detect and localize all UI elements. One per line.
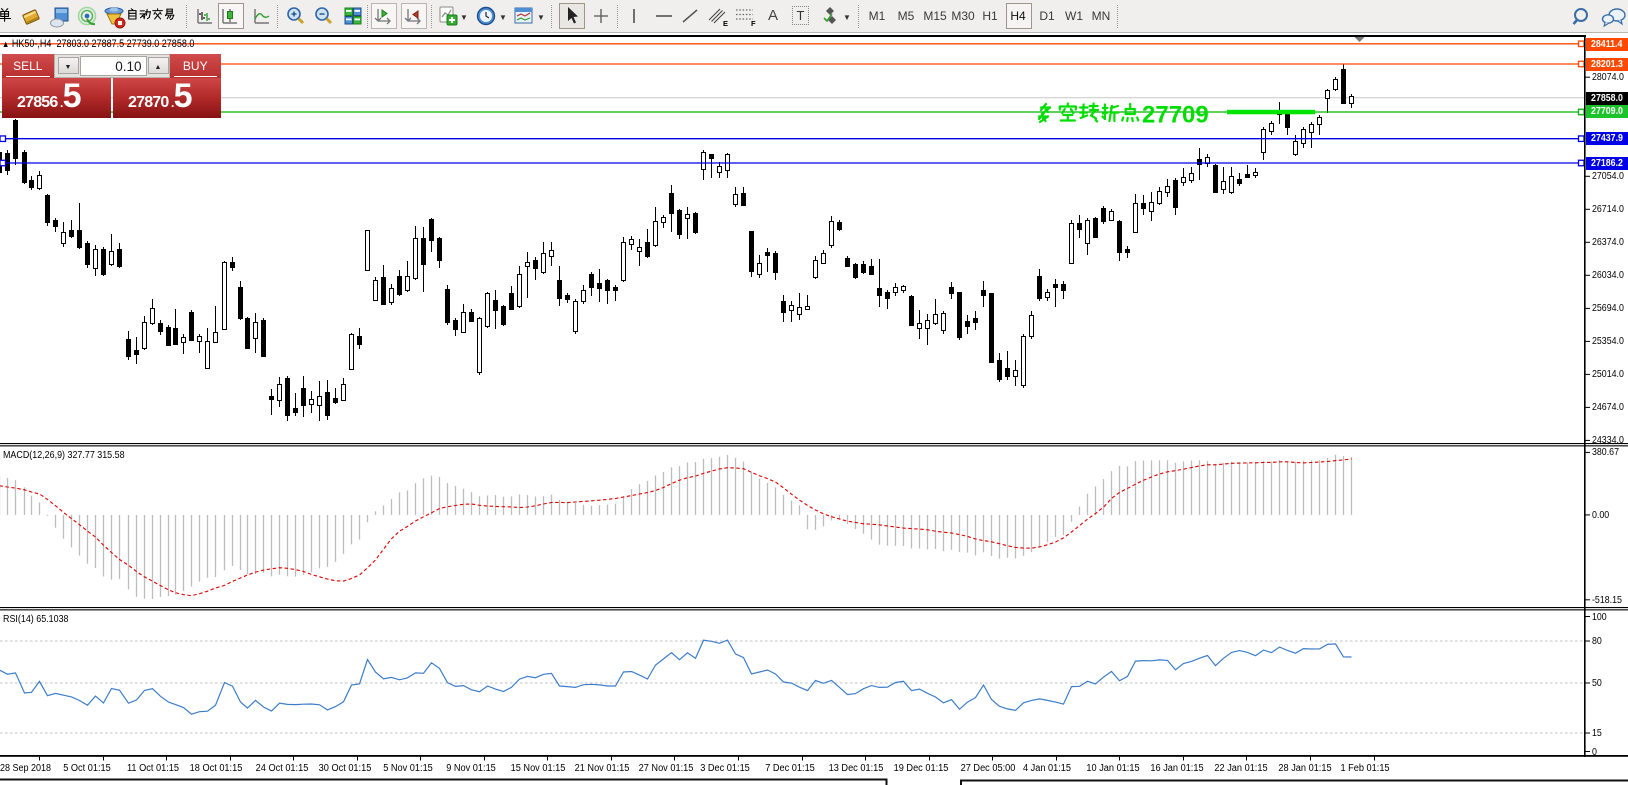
svg-text:F: F <box>751 19 756 28</box>
svg-text:27709: 27709 <box>1142 102 1209 129</box>
svg-text:E: E <box>723 19 728 28</box>
